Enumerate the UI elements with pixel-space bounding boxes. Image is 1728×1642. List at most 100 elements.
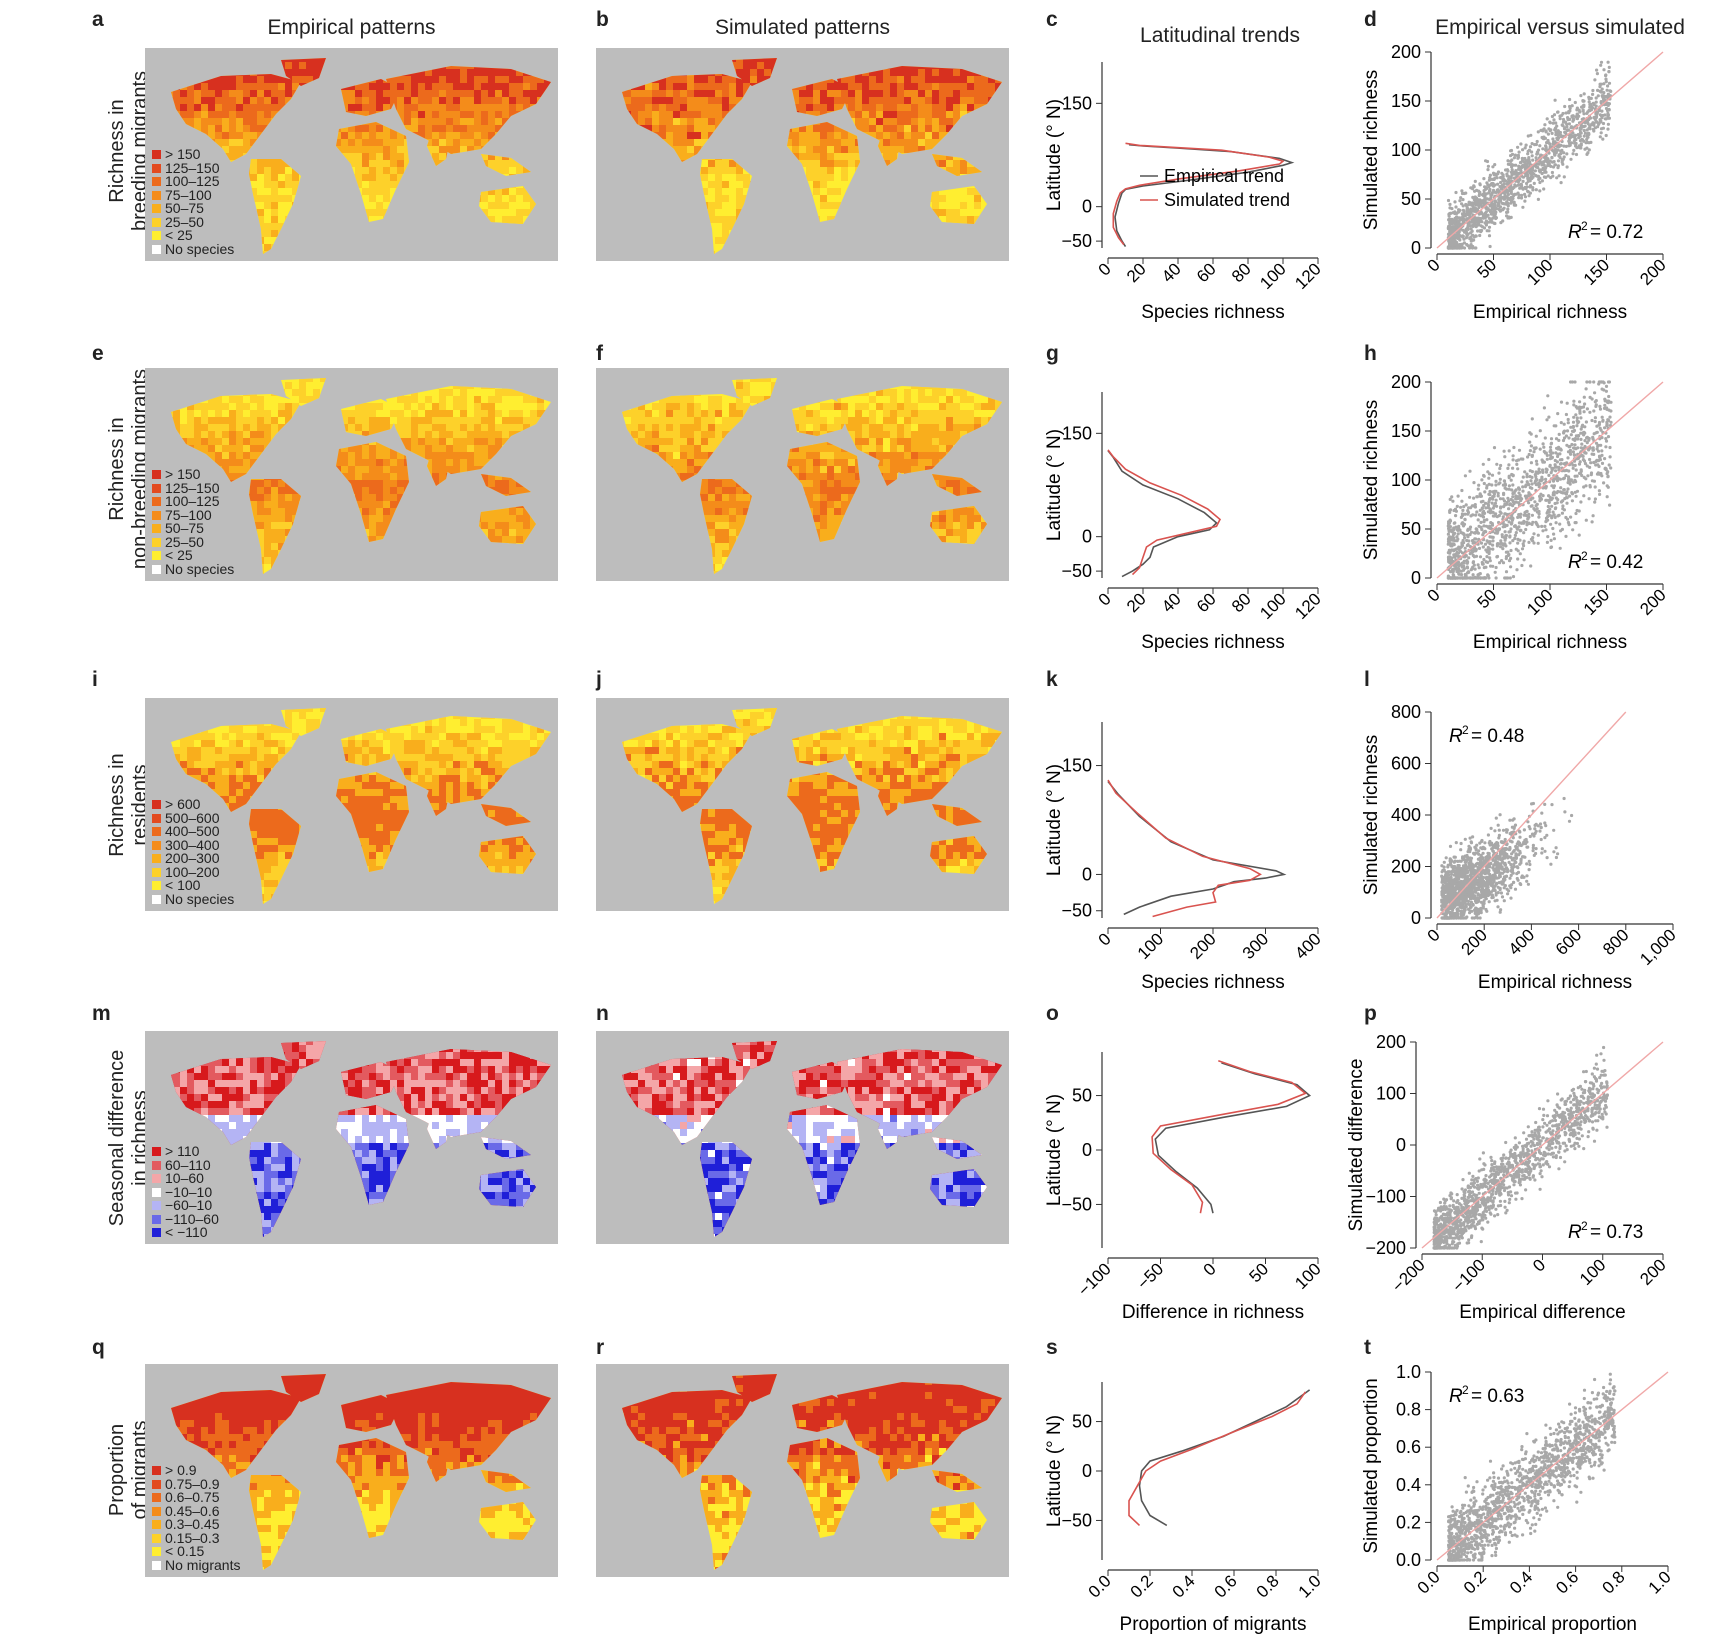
map-cell xyxy=(488,396,495,403)
map-cell xyxy=(890,424,897,431)
map-cell xyxy=(918,431,925,438)
map-cell xyxy=(236,452,243,459)
map-cell xyxy=(855,431,862,438)
map-cell xyxy=(271,181,278,188)
map-cell xyxy=(638,83,645,90)
map-cell xyxy=(666,438,673,445)
map-cell xyxy=(659,111,666,118)
map-cell xyxy=(757,396,764,403)
map-cell xyxy=(715,410,722,417)
map-cell xyxy=(481,508,488,515)
map-cell xyxy=(883,104,890,111)
map-cell xyxy=(680,410,687,417)
map-cell xyxy=(453,139,460,146)
map-cell xyxy=(243,417,250,424)
map-cell xyxy=(432,153,439,160)
map-cell xyxy=(439,97,446,104)
map-cell xyxy=(946,167,953,174)
map-cell xyxy=(813,146,820,153)
map-cell xyxy=(285,83,292,90)
map-cell xyxy=(362,410,369,417)
map-cell xyxy=(911,83,918,90)
map-cell xyxy=(355,125,362,132)
map-cell xyxy=(467,424,474,431)
map-cell xyxy=(523,424,530,431)
map-cell xyxy=(229,431,236,438)
map-cell xyxy=(292,62,299,69)
map-cell xyxy=(736,62,743,69)
map-cell xyxy=(876,424,883,431)
map-cell xyxy=(876,118,883,125)
map-cell xyxy=(953,97,960,104)
map-cell xyxy=(673,104,680,111)
map-cell xyxy=(390,139,397,146)
map-cell xyxy=(194,125,201,132)
map-cell xyxy=(369,487,376,494)
map-cell xyxy=(201,424,208,431)
map-cell xyxy=(418,132,425,139)
map-cell xyxy=(516,417,523,424)
map-cell xyxy=(509,536,516,543)
map-cell xyxy=(939,76,946,83)
map-cell xyxy=(187,83,194,90)
map-cell xyxy=(215,97,222,104)
map-cell xyxy=(404,466,411,473)
map-cell xyxy=(250,417,257,424)
map-cell xyxy=(376,181,383,188)
map-cell xyxy=(481,139,488,146)
map-cell xyxy=(383,132,390,139)
map-cell xyxy=(722,223,729,230)
map-cell xyxy=(453,90,460,97)
map-cell xyxy=(855,403,862,410)
map-cell xyxy=(257,410,264,417)
map-cell xyxy=(257,216,264,223)
map-cell xyxy=(701,139,708,146)
map-cell xyxy=(925,146,932,153)
map-cell xyxy=(369,403,376,410)
map-cell xyxy=(390,153,397,160)
map-cell xyxy=(418,424,425,431)
map-cell xyxy=(673,83,680,90)
map-cell xyxy=(418,104,425,111)
map-cell xyxy=(355,132,362,139)
map-cell xyxy=(390,487,397,494)
map-cell xyxy=(257,508,264,515)
map-cell xyxy=(313,389,320,396)
map-cell xyxy=(883,431,890,438)
map-cell xyxy=(348,132,355,139)
map-cell xyxy=(523,90,530,97)
map-cell xyxy=(369,424,376,431)
map-cell xyxy=(495,104,502,111)
map-cell xyxy=(743,174,750,181)
map-cell xyxy=(474,424,481,431)
map-cell xyxy=(369,90,376,97)
map-cell xyxy=(243,90,250,97)
map-cell xyxy=(869,431,876,438)
map-cell xyxy=(362,459,369,466)
map-cell xyxy=(736,174,743,181)
map-cell xyxy=(729,83,736,90)
map-cell xyxy=(701,125,708,132)
map-cell xyxy=(834,417,841,424)
map-cell xyxy=(376,202,383,209)
map-cell xyxy=(960,69,967,76)
map-cell xyxy=(362,104,369,111)
map-cell xyxy=(474,431,481,438)
map-cell xyxy=(418,452,425,459)
map-cell xyxy=(946,216,953,223)
map-cell xyxy=(271,557,278,564)
map-cell xyxy=(271,515,278,522)
map-cell xyxy=(278,76,285,83)
map-cell xyxy=(946,83,953,90)
map-cell xyxy=(799,125,806,132)
map-cell xyxy=(439,139,446,146)
map-cell xyxy=(939,431,946,438)
map-cell xyxy=(341,146,348,153)
map-cell xyxy=(187,403,194,410)
map-cell xyxy=(799,160,806,167)
map-cell xyxy=(271,111,278,118)
map-cell xyxy=(215,417,222,424)
map-cell xyxy=(292,69,299,76)
map-cell xyxy=(946,410,953,417)
map-cell xyxy=(397,487,404,494)
